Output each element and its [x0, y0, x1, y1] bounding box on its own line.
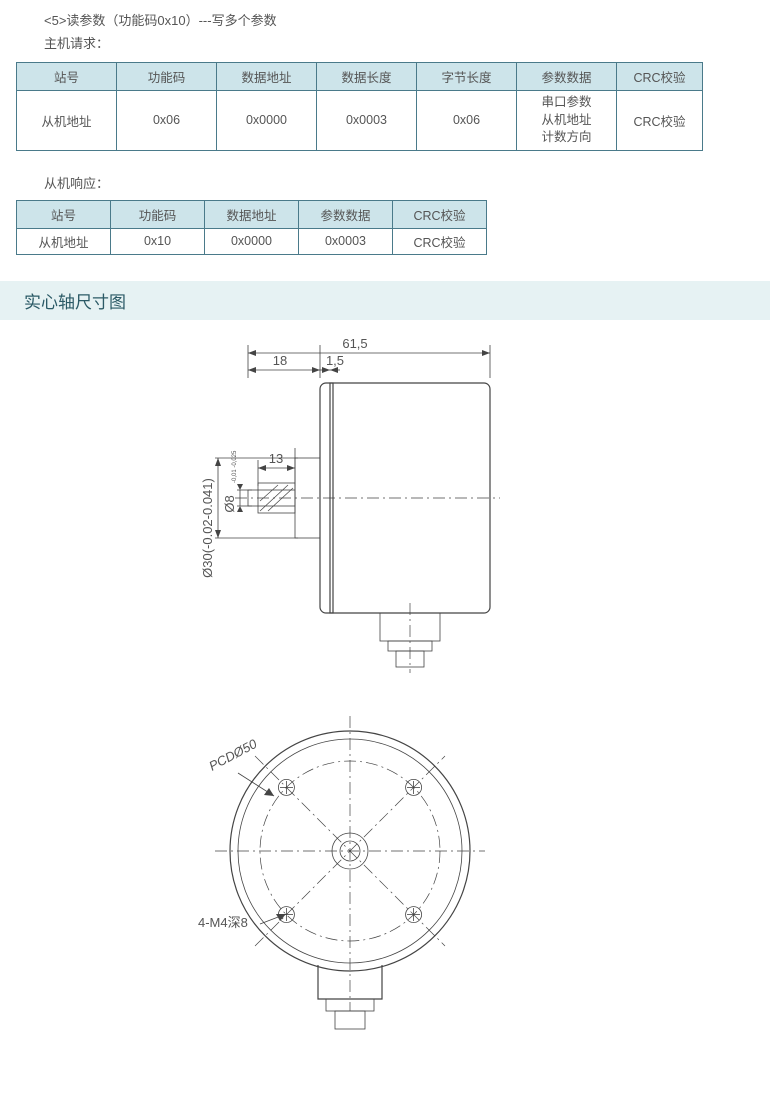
- front-view-diagram: PCDØ50 4-M4深8: [140, 681, 770, 1064]
- td: 0x0003: [299, 228, 393, 254]
- th: 参数数据: [299, 200, 393, 228]
- th: 数据地址: [205, 200, 299, 228]
- th: 字节长度: [417, 63, 517, 91]
- svg-text:61,5: 61,5: [342, 336, 367, 351]
- td: 从机地址: [17, 228, 111, 254]
- th: 功能码: [117, 63, 217, 91]
- response-table: 站号 功能码 数据地址 参数数据 CRC校验 从机地址 0x10 0x0000 …: [16, 200, 487, 255]
- td: 0x0003: [317, 91, 417, 151]
- td: 从机地址: [17, 91, 117, 151]
- td: 0x0000: [205, 228, 299, 254]
- th: 功能码: [111, 200, 205, 228]
- side-view-diagram: 61,5 18 1,5 13 Ø30(-0.02-0.041) Ø8 -0,01…: [140, 328, 770, 681]
- request-table: 站号 功能码 数据地址 数据长度 字节长度 参数数据 CRC校验 从机地址 0x…: [16, 62, 703, 151]
- th: 数据长度: [317, 63, 417, 91]
- th: 站号: [17, 63, 117, 91]
- section-bar: 实心轴尺寸图: [0, 281, 770, 320]
- svg-text:18: 18: [273, 353, 287, 368]
- th: CRC校验: [617, 63, 703, 91]
- svg-text:Ø30(-0.02-0.041): Ø30(-0.02-0.041): [200, 478, 215, 578]
- td: CRC校验: [617, 91, 703, 151]
- slave-response-label: 从机响应：: [44, 173, 770, 192]
- td: 0x06: [417, 91, 517, 151]
- host-request-label: 主机请求：: [44, 33, 770, 52]
- svg-text:4-M4深8: 4-M4深8: [198, 915, 248, 930]
- th: 站号: [17, 200, 111, 228]
- svg-text:PCDØ50: PCDØ50: [206, 735, 260, 773]
- th: CRC校验: [393, 200, 487, 228]
- svg-text:13: 13: [269, 451, 283, 466]
- th: 参数数据: [517, 63, 617, 91]
- svg-text:-0,01 -0,025: -0,01 -0,025: [232, 449, 238, 482]
- td: 0x0000: [217, 91, 317, 151]
- td: CRC校验: [393, 228, 487, 254]
- svg-text:1,5: 1,5: [326, 353, 344, 368]
- section-heading: <5>读参数（功能码0x10）---写多个参数: [44, 10, 770, 29]
- td: 0x10: [111, 228, 205, 254]
- th: 数据地址: [217, 63, 317, 91]
- svg-text:Ø8: Ø8: [222, 495, 237, 512]
- td: 0x06: [117, 91, 217, 151]
- td: 串口参数 从机地址 计数方向: [517, 91, 617, 151]
